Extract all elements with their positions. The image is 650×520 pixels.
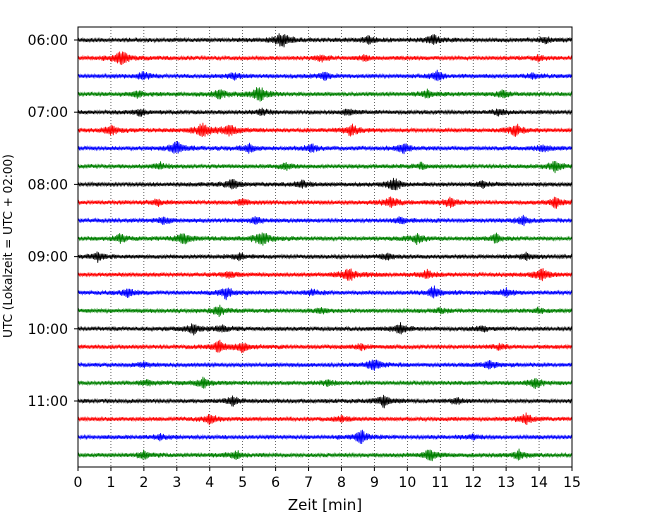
trace-line [77, 359, 573, 371]
y-axis-ticks: 06:00 07:00 08:00 09:00 10:00 11:00 [28, 33, 78, 410]
x-tick-label: 15 [563, 475, 581, 491]
x-axis-label: Zeit [min] [288, 496, 362, 514]
plot-frame [77, 26, 573, 468]
x-tick-label: 12 [464, 475, 482, 491]
y-tick-label: 10:00 [28, 322, 68, 338]
trace-line [77, 87, 573, 102]
y-tick-label: 07:00 [28, 105, 68, 121]
trace-line [77, 214, 573, 227]
trace-line [77, 232, 573, 246]
y-tick-label: 09:00 [28, 250, 68, 266]
x-tick-label: 5 [238, 475, 247, 491]
trace-line [77, 251, 573, 263]
x-tick-label: 2 [139, 475, 148, 491]
trace-line [77, 160, 573, 174]
grid-lines [110, 27, 540, 467]
trace-line [77, 196, 573, 209]
x-tick-label: 3 [172, 475, 181, 491]
x-tick-label: 7 [304, 475, 313, 491]
trace-line [77, 322, 573, 336]
trace-line [77, 140, 573, 155]
trace-line [77, 268, 573, 282]
y-axis-label: UTC (Lokalzeit = UTC + 02:00) [1, 154, 15, 338]
trace-line [77, 122, 573, 137]
trace-line [77, 339, 573, 354]
y-tick-label: 06:00 [28, 33, 68, 49]
trace-line [77, 376, 573, 389]
x-tick-label: 10 [398, 475, 416, 491]
trace-line [77, 69, 573, 82]
x-tick-label: 11 [431, 475, 449, 491]
x-tick-label: 14 [530, 475, 548, 491]
x-axis-ticks: 0 1 2 3 4 5 6 7 8 9 10 11 12 13 14 15 [74, 467, 581, 491]
x-tick-label: 13 [497, 475, 515, 491]
trace-line [77, 412, 573, 426]
trace-line [77, 33, 573, 48]
trace-line [77, 107, 573, 117]
trace-line [77, 177, 573, 191]
trace-line [77, 448, 573, 462]
x-tick-label: 6 [271, 475, 280, 491]
trace-line [77, 285, 573, 301]
x-tick-label: 4 [205, 475, 214, 491]
trace-line [77, 304, 573, 318]
x-tick-label: 9 [370, 475, 379, 491]
x-tick-label: 0 [74, 475, 83, 491]
x-tick-label: 1 [106, 475, 115, 491]
y-tick-label: 08:00 [28, 177, 68, 193]
y-tick-label: 11:00 [28, 394, 68, 410]
trace-line [77, 429, 573, 444]
trace-line [77, 394, 573, 409]
seismic-traces [77, 33, 573, 462]
x-tick-label: 8 [337, 475, 346, 491]
trace-line [77, 51, 573, 65]
